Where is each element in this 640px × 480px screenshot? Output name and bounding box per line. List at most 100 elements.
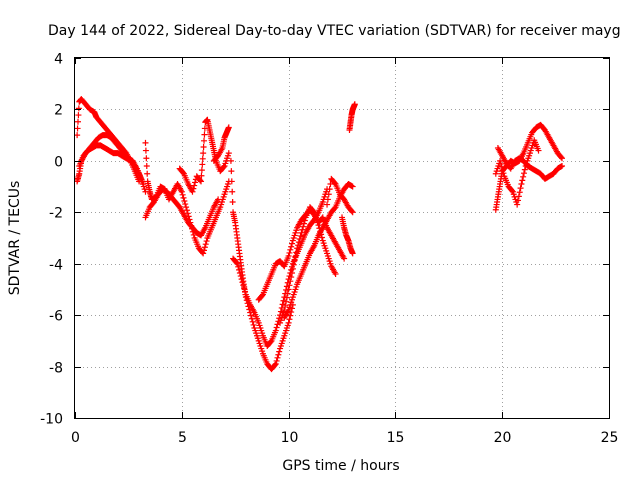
y-tick-label: -4 xyxy=(49,258,63,274)
data-point-plus xyxy=(198,172,205,179)
data-point-plus xyxy=(316,225,323,232)
data-point-plus xyxy=(295,239,302,246)
data-point-plus xyxy=(276,348,283,355)
data-point-plus xyxy=(228,168,235,175)
data-point-plus xyxy=(198,167,205,174)
data-point-plus xyxy=(225,150,232,157)
data-point-plus xyxy=(233,259,240,266)
data-point-plus xyxy=(198,178,205,185)
data-point-plus xyxy=(183,207,190,214)
data-point-plus xyxy=(315,222,322,229)
data-point-plus xyxy=(341,255,348,262)
data-point-plus xyxy=(286,316,293,323)
data-point-plus xyxy=(327,181,334,187)
data-point-plus xyxy=(497,160,504,167)
data-point-plus xyxy=(349,183,356,190)
x-tick-label: 15 xyxy=(387,430,405,446)
series-trace-b xyxy=(74,132,149,195)
data-point-plus xyxy=(518,181,525,187)
series-trace-j xyxy=(255,206,348,303)
data-point-plus xyxy=(349,250,356,257)
y-tick-label: -6 xyxy=(49,309,63,325)
data-point-plus xyxy=(201,131,208,138)
data-point-plus xyxy=(201,247,208,254)
y-tick-label: 0 xyxy=(54,155,63,171)
data-point-plus xyxy=(267,338,274,345)
data-point-plus xyxy=(284,290,291,297)
data-point-plus xyxy=(288,274,295,281)
data-point-plus xyxy=(181,197,188,204)
data-point-plus xyxy=(180,169,187,176)
data-point-plus xyxy=(259,292,266,299)
data-point-plus xyxy=(299,226,306,233)
data-point-plus xyxy=(234,260,241,267)
x-axis-label: GPS time / hours xyxy=(282,458,399,474)
data-point-plus xyxy=(220,164,227,171)
data-point-plus xyxy=(202,241,209,248)
data-point-plus xyxy=(248,315,255,322)
data-point-plus xyxy=(517,185,524,192)
data-point-plus xyxy=(271,362,278,369)
data-point-plus xyxy=(325,191,332,198)
data-point-plus xyxy=(75,105,82,112)
data-point-plus xyxy=(297,232,304,239)
data-point-plus xyxy=(285,286,292,293)
data-point-plus xyxy=(286,282,293,289)
data-point-plus xyxy=(228,178,235,185)
data-point-plus xyxy=(229,188,236,195)
data-point-plus xyxy=(535,147,542,154)
data-point-plus xyxy=(559,155,566,162)
data-point-plus xyxy=(183,204,190,211)
data-point-plus xyxy=(300,223,307,230)
y-axis-label: SDTVAR / TECUs xyxy=(7,181,23,296)
chart-title: Day 144 of 2022, Sidereal Day-to-day VTE… xyxy=(48,23,621,39)
data-point-plus xyxy=(509,187,516,194)
data-point-plus xyxy=(282,302,289,309)
data-point-plus xyxy=(287,312,294,319)
data-point-plus xyxy=(241,285,248,292)
data-point-plus xyxy=(180,194,187,201)
data-point-plus xyxy=(142,139,149,146)
series-trace-r xyxy=(492,137,542,208)
data-point-plus xyxy=(520,170,527,177)
data-point-plus xyxy=(200,150,207,157)
data-point-plus xyxy=(324,196,331,203)
data-point-plus xyxy=(318,231,325,238)
data-point-plus xyxy=(178,188,185,195)
data-point-plus xyxy=(287,246,294,253)
data-point-plus xyxy=(516,189,523,196)
data-point-plus xyxy=(242,288,249,295)
data-point-plus xyxy=(236,266,243,273)
data-point-plus xyxy=(200,250,207,257)
y-tick-label: -8 xyxy=(49,361,63,377)
data-point-plus xyxy=(520,173,527,180)
data-point-plus xyxy=(318,234,325,241)
data-point-plus xyxy=(296,236,303,243)
data-point-plus xyxy=(240,282,247,289)
data-point-plus xyxy=(275,351,282,358)
data-point-plus xyxy=(74,125,81,132)
data-point-plus xyxy=(515,193,522,200)
y-tick-label: -2 xyxy=(49,206,63,222)
data-point-plus xyxy=(215,196,222,203)
data-point-plus xyxy=(274,354,281,361)
data-point-plus xyxy=(142,147,149,154)
data-point-plus xyxy=(514,201,521,208)
data-point-plus xyxy=(349,209,356,216)
data-point-plus xyxy=(74,118,81,125)
data-point-plus xyxy=(317,228,324,235)
data-point-plus xyxy=(144,170,151,177)
plot-frame xyxy=(74,57,610,419)
data-point-plus xyxy=(331,205,338,212)
data-point-plus xyxy=(272,327,279,334)
data-point-plus xyxy=(294,245,301,252)
x-tick-label: 20 xyxy=(494,430,512,446)
data-point-plus xyxy=(200,143,207,150)
data-point-plus xyxy=(227,157,234,164)
data-point-plus xyxy=(289,265,296,272)
data-point-plus xyxy=(285,319,292,326)
data-point-plus xyxy=(192,179,199,186)
data-point-plus xyxy=(301,217,308,224)
data-point-plus xyxy=(558,154,565,161)
